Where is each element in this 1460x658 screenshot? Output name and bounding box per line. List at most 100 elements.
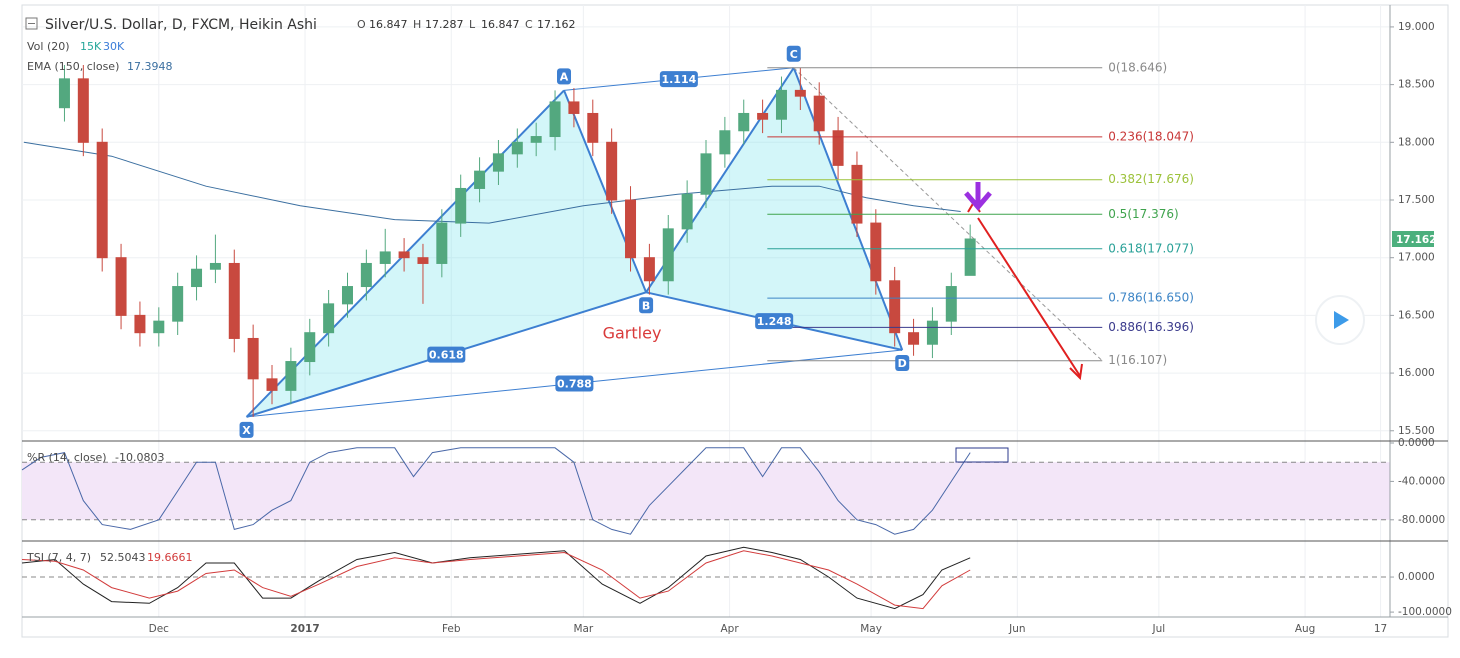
candle-body: [813, 95, 825, 132]
last-price-tag: [1392, 231, 1434, 247]
candle-body: [492, 153, 504, 172]
y-tick-label: -80.0000: [1398, 514, 1445, 526]
last-price-label: 17.162: [1396, 234, 1437, 246]
ohlc-key: H: [413, 18, 421, 31]
ratio-badge: [755, 313, 794, 330]
y-tick-label: 0.0000: [1398, 571, 1435, 583]
point-label: C: [790, 48, 798, 61]
tsi-reading: 19.6661: [147, 551, 193, 564]
candle-body: [266, 378, 278, 391]
candle-body: [134, 314, 146, 334]
candle-body: [775, 89, 787, 120]
x-tick-label: Apr: [721, 623, 740, 635]
candle-body: [606, 141, 618, 201]
ema-line: [23, 141, 961, 224]
candle-body: [757, 112, 769, 120]
y-tick-label: 17.500: [1398, 194, 1435, 206]
point-badge: [786, 45, 801, 62]
ohlc-key: L: [469, 18, 476, 31]
candle-body: [530, 136, 542, 143]
candle-body: [379, 251, 391, 264]
candle-body: [455, 187, 467, 224]
point-badge: [557, 68, 572, 85]
ratio-label: 1.248: [757, 315, 792, 328]
wr-reading: -10.0803: [115, 451, 164, 464]
candle-body: [662, 228, 674, 282]
x-tick-label: Jul: [1152, 623, 1166, 635]
pattern-name: Gartley: [603, 324, 662, 343]
y-tick-label: 18.000: [1398, 136, 1435, 148]
ratio-badge: [555, 375, 594, 392]
chart-title: Silver/U.S. Dollar, D, FXCM, Heikin Ashi: [45, 17, 317, 33]
ohlc-value: 16.847: [481, 18, 520, 31]
candle-body: [247, 337, 259, 380]
collapse-icon[interactable]: [25, 17, 38, 30]
candle-body: [172, 286, 184, 322]
point-label: X: [242, 424, 251, 437]
candle-body: [587, 112, 599, 143]
y-tick-label: 17.000: [1398, 252, 1435, 264]
ohlc-key: C: [525, 18, 533, 31]
purple-arrow-head: [964, 191, 992, 211]
ohlc-key: O: [357, 18, 366, 31]
candle-body: [398, 251, 410, 259]
ema-label: EMA (150, close): [27, 60, 119, 73]
point-badge: [895, 355, 910, 371]
fib-label: 0.618(17.077): [1108, 241, 1194, 255]
play-icon: [1334, 311, 1349, 329]
y-tick-label: 0.0000: [1398, 437, 1435, 449]
candle-body: [851, 164, 863, 224]
x-tick-label: May: [860, 623, 882, 635]
candle-body: [96, 141, 108, 259]
candle-body: [77, 78, 89, 143]
candle-body: [191, 268, 203, 288]
candle-body: [870, 222, 882, 282]
ohlc-value: 17.287: [425, 18, 464, 31]
y-tick-label: -40.0000: [1398, 475, 1445, 487]
candle-body: [341, 286, 353, 305]
candle-body: [511, 141, 523, 155]
candle-body: [209, 262, 221, 270]
y-tick-label: 18.500: [1398, 79, 1435, 91]
ema-reading: 17.3948: [127, 60, 173, 73]
pattern-edge: [792, 67, 904, 351]
wr-label: %R (14, close): [27, 451, 107, 464]
x-tick-label: Dec: [149, 623, 170, 635]
indicator-line: [21, 550, 971, 610]
candle-body: [304, 332, 316, 363]
projection-arrow: [977, 217, 1081, 377]
fib-label: 0.236(18.047): [1108, 129, 1194, 143]
candle-body: [285, 361, 297, 391]
candle-body: [700, 153, 712, 195]
fib-label: 0(18.646): [1108, 60, 1167, 74]
fib-label: 1(16.107): [1108, 353, 1167, 367]
pattern-edge: [563, 90, 648, 293]
y-tick-label: -100.0000: [1398, 606, 1452, 618]
candle-body: [832, 130, 844, 166]
x-tick-label: Feb: [442, 623, 461, 635]
selection-box: [955, 447, 1009, 463]
ratio-label: 1.114: [661, 73, 696, 86]
volume-reading: 15K: [80, 40, 102, 53]
ohlc-value: 16.847: [369, 18, 408, 31]
projection-arrow-head: [1069, 363, 1083, 381]
band-fill: [22, 462, 1390, 520]
indicator-line: [21, 546, 971, 610]
x-tick-label: 17: [1374, 623, 1387, 635]
candle-body: [964, 238, 976, 276]
candle-body: [719, 130, 731, 155]
candle-body: [153, 320, 165, 334]
chart-frame: [21, 4, 1449, 638]
candle-body: [58, 78, 70, 109]
candle-body: [738, 112, 750, 132]
x-tick-label: Aug: [1295, 623, 1316, 635]
pattern-fill: [646, 67, 903, 351]
candle-body: [115, 257, 127, 316]
indicator-line: [21, 447, 971, 535]
candle-body: [549, 101, 561, 138]
ohlc-value: 17.162: [537, 18, 576, 31]
volume-reading: 30K: [103, 40, 125, 53]
candle-body: [474, 170, 486, 189]
point-label: D: [898, 357, 907, 370]
